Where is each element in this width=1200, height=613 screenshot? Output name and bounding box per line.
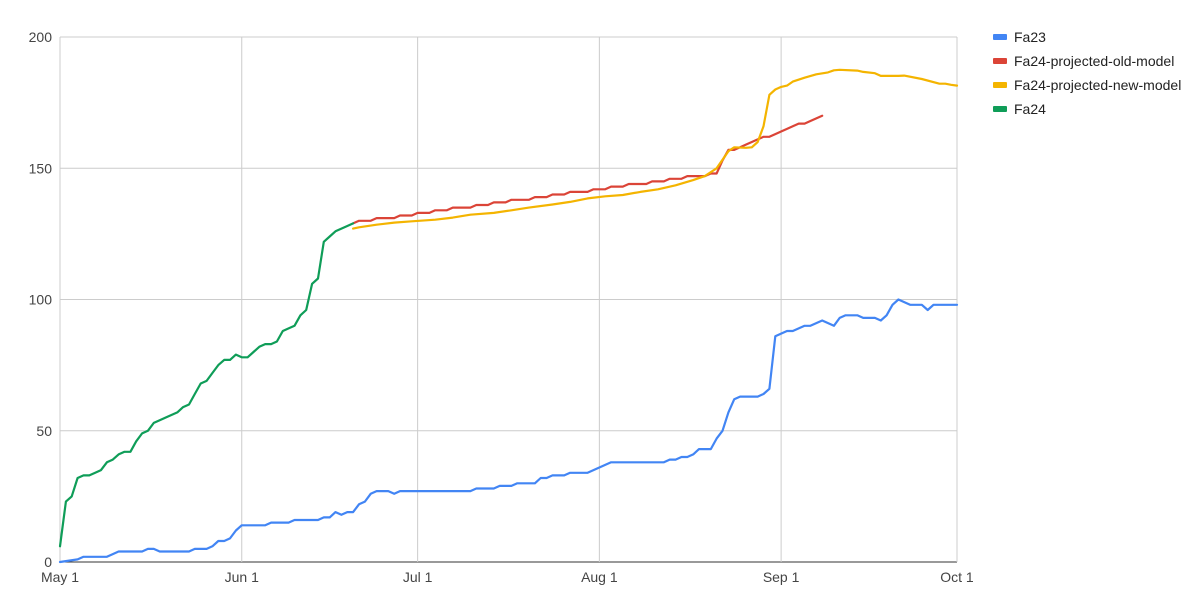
legend-label: Fa23	[1014, 29, 1046, 45]
y-tick-label: 150	[29, 160, 53, 176]
series-line-fa24-projected-old-model	[352, 114, 824, 225]
series-line-fa23	[58, 298, 959, 564]
legend-item-fa24-projected-new-model[interactable]: Fa24-projected-new-model	[993, 77, 1181, 93]
x-tick-label: Sep 1	[763, 569, 800, 585]
y-tick-label: 50	[36, 423, 52, 439]
x-tick-label: Jun 1	[225, 569, 259, 585]
legend-swatch	[993, 106, 1007, 112]
series-layer	[58, 68, 959, 564]
y-tick-label: 0	[44, 554, 52, 570]
series-line-fa24-projected-new-model	[352, 68, 959, 230]
y-tick-label: 100	[29, 292, 53, 308]
legend-swatch	[993, 58, 1007, 64]
legend-item-fa24[interactable]: Fa24	[993, 101, 1046, 117]
legend-item-fa23[interactable]: Fa23	[993, 29, 1046, 45]
legend-label: Fa24-projected-new-model	[1014, 77, 1181, 93]
legend-label: Fa24	[1014, 101, 1046, 117]
x-tick-label: May 1	[41, 569, 79, 585]
axis-label-layer: 0 50 100 150 200 May 1 Jun 1 Jul 1 Aug 1 Sep 1 Oct…	[29, 29, 974, 585]
legend-label: Fa24-projected-old-model	[1014, 53, 1174, 69]
x-tick-label: Oct 1	[940, 569, 974, 585]
series-line-fa24	[58, 222, 355, 548]
legend-item-fa24-projected-old-model[interactable]: Fa24-projected-old-model	[993, 53, 1174, 69]
legend: Fa23 Fa24-projected-old-model Fa24-project…	[993, 29, 1181, 117]
x-tick-label: Jul 1	[403, 569, 433, 585]
y-tick-label: 200	[29, 29, 53, 45]
legend-swatch	[993, 34, 1007, 40]
legend-swatch	[993, 82, 1007, 88]
grid-layer	[59, 36, 958, 563]
x-tick-label: Aug 1	[581, 569, 618, 585]
